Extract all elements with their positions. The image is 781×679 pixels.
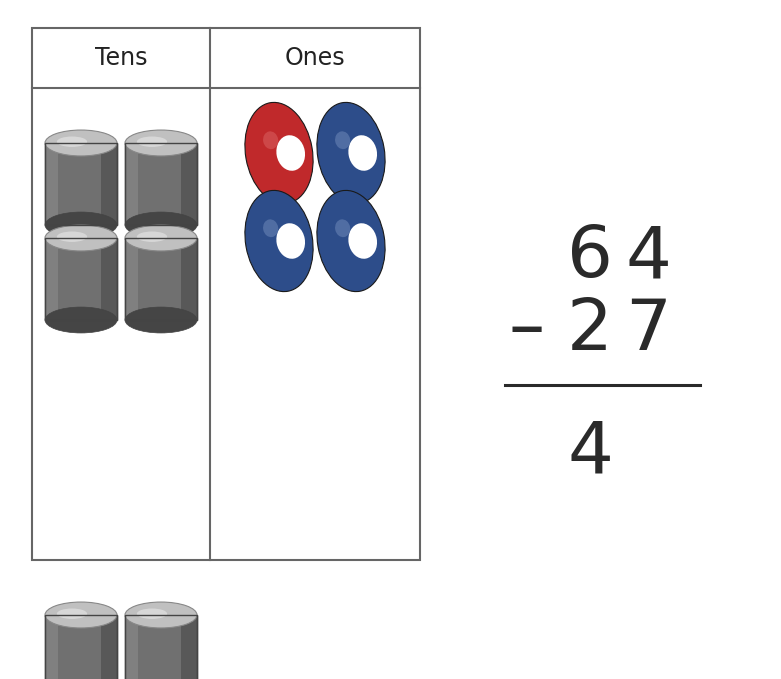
Ellipse shape xyxy=(317,190,385,291)
Text: 4: 4 xyxy=(567,418,613,488)
Ellipse shape xyxy=(45,212,117,238)
Bar xyxy=(181,615,197,679)
Ellipse shape xyxy=(335,131,350,149)
Ellipse shape xyxy=(348,135,377,170)
Bar xyxy=(125,143,138,225)
Ellipse shape xyxy=(245,190,313,291)
Ellipse shape xyxy=(317,103,385,204)
Ellipse shape xyxy=(125,130,197,156)
Bar xyxy=(125,238,197,320)
FancyBboxPatch shape xyxy=(45,238,117,320)
Text: Ones: Ones xyxy=(285,46,345,70)
Text: 4: 4 xyxy=(625,223,671,293)
Ellipse shape xyxy=(45,307,117,333)
Ellipse shape xyxy=(137,232,167,242)
Ellipse shape xyxy=(348,223,377,259)
Ellipse shape xyxy=(45,602,117,628)
FancyBboxPatch shape xyxy=(125,615,197,679)
Bar xyxy=(102,238,117,320)
Text: 7: 7 xyxy=(625,295,671,365)
Ellipse shape xyxy=(57,136,87,147)
Ellipse shape xyxy=(335,219,350,237)
FancyBboxPatch shape xyxy=(45,615,117,679)
Bar xyxy=(181,143,197,225)
Bar xyxy=(102,615,117,679)
Bar xyxy=(45,615,117,679)
Bar xyxy=(45,238,58,320)
Bar xyxy=(125,615,197,679)
Bar xyxy=(125,143,197,225)
Ellipse shape xyxy=(125,307,197,333)
Ellipse shape xyxy=(137,608,167,619)
Text: 2: 2 xyxy=(567,295,613,365)
Ellipse shape xyxy=(263,131,278,149)
Ellipse shape xyxy=(245,103,313,204)
Text: Tens: Tens xyxy=(95,46,148,70)
Ellipse shape xyxy=(57,232,87,242)
Text: 6: 6 xyxy=(567,223,613,293)
Ellipse shape xyxy=(263,219,278,237)
Ellipse shape xyxy=(125,225,197,251)
Ellipse shape xyxy=(137,136,167,147)
Ellipse shape xyxy=(57,608,87,619)
Bar xyxy=(45,143,117,225)
FancyBboxPatch shape xyxy=(125,238,197,320)
Bar xyxy=(125,615,138,679)
Bar xyxy=(125,238,138,320)
FancyBboxPatch shape xyxy=(45,143,117,225)
Bar xyxy=(181,238,197,320)
Ellipse shape xyxy=(125,212,197,238)
Text: –: – xyxy=(509,295,545,365)
Bar xyxy=(45,615,58,679)
Bar xyxy=(45,143,58,225)
Ellipse shape xyxy=(45,130,117,156)
Bar xyxy=(45,238,117,320)
Bar xyxy=(32,28,420,560)
FancyBboxPatch shape xyxy=(125,143,197,225)
Ellipse shape xyxy=(125,602,197,628)
Ellipse shape xyxy=(45,225,117,251)
Ellipse shape xyxy=(276,135,305,170)
Bar xyxy=(102,143,117,225)
Ellipse shape xyxy=(276,223,305,259)
